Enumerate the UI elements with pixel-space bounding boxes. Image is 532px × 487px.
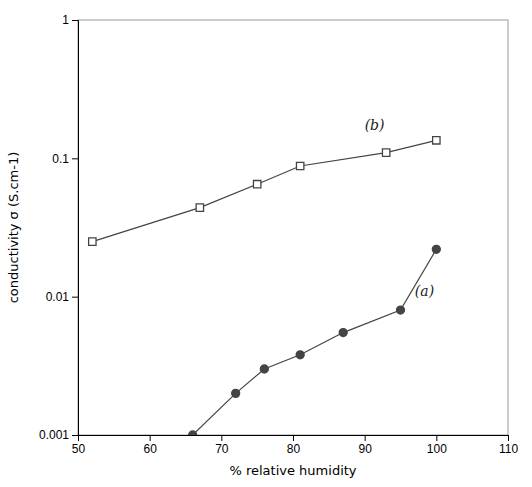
series-line [193,249,437,435]
point [89,238,96,245]
annotations: (b) (a) [365,117,434,299]
x-axis-line [79,436,509,442]
point [253,181,260,188]
tick-mark [221,435,222,441]
point [196,204,203,211]
point [189,431,197,435]
tick: 0.1 [52,152,78,166]
plot-frame [78,20,508,435]
tick: 0.01 [46,290,78,304]
tick-label: 0.001 [39,428,69,442]
y-axis: 0.001 0.01 0.1 1 [39,13,79,442]
chart: 50 60 70 80 90 100 110 0.001 0.01 0.1 1 (b) (a) % rel… [0,0,532,487]
tick: 80 [287,435,301,456]
tick: 60 [143,435,157,456]
data [89,137,441,435]
x-axis: 50 60 70 80 90 100 110 [72,435,519,456]
point [432,245,440,253]
x-axis-title: % relative humidity [229,463,356,478]
tick: 90 [358,435,372,456]
tick-label: 60 [143,442,157,456]
tick-mark [72,158,78,159]
tick-mark [436,435,437,441]
tick-label: 80 [287,442,301,456]
annotation: (a) [415,283,434,299]
tick-label: 100 [427,442,447,456]
tick: 50 [72,435,86,456]
tick-mark [508,435,509,441]
tick-label: 0.01 [46,290,70,304]
plot: 50 60 70 80 90 100 110 0.001 0.01 0.1 1 (b) (a) [39,13,518,455]
y-axis-title: conductivity σ (S.cm-1) [6,152,21,304]
tick: 1 [62,13,78,27]
series-line [92,140,436,241]
tick-mark [72,435,78,436]
tick: 100 [427,435,447,456]
point [296,351,304,359]
tick-label: 1 [62,13,69,27]
tick-mark [293,435,294,441]
tick: 0.001 [39,428,78,442]
tick-label: 70 [215,442,229,456]
point [397,306,405,314]
tick-label: 50 [72,442,86,456]
tick-mark [72,20,78,21]
y-axis-line [72,21,79,436]
point [382,149,389,156]
tick-label: 0.1 [52,152,69,166]
point [339,329,347,337]
tick-mark [150,435,151,441]
point [260,365,268,373]
point [296,162,303,169]
point [232,389,240,397]
tick-label: 110 [499,442,518,456]
tick: 110 [499,435,518,456]
tick-mark [72,297,78,298]
annotation: (b) [365,117,385,133]
tick-label: 90 [358,442,372,456]
tick: 70 [215,435,229,456]
point [433,137,440,144]
tick-mark [365,435,366,441]
